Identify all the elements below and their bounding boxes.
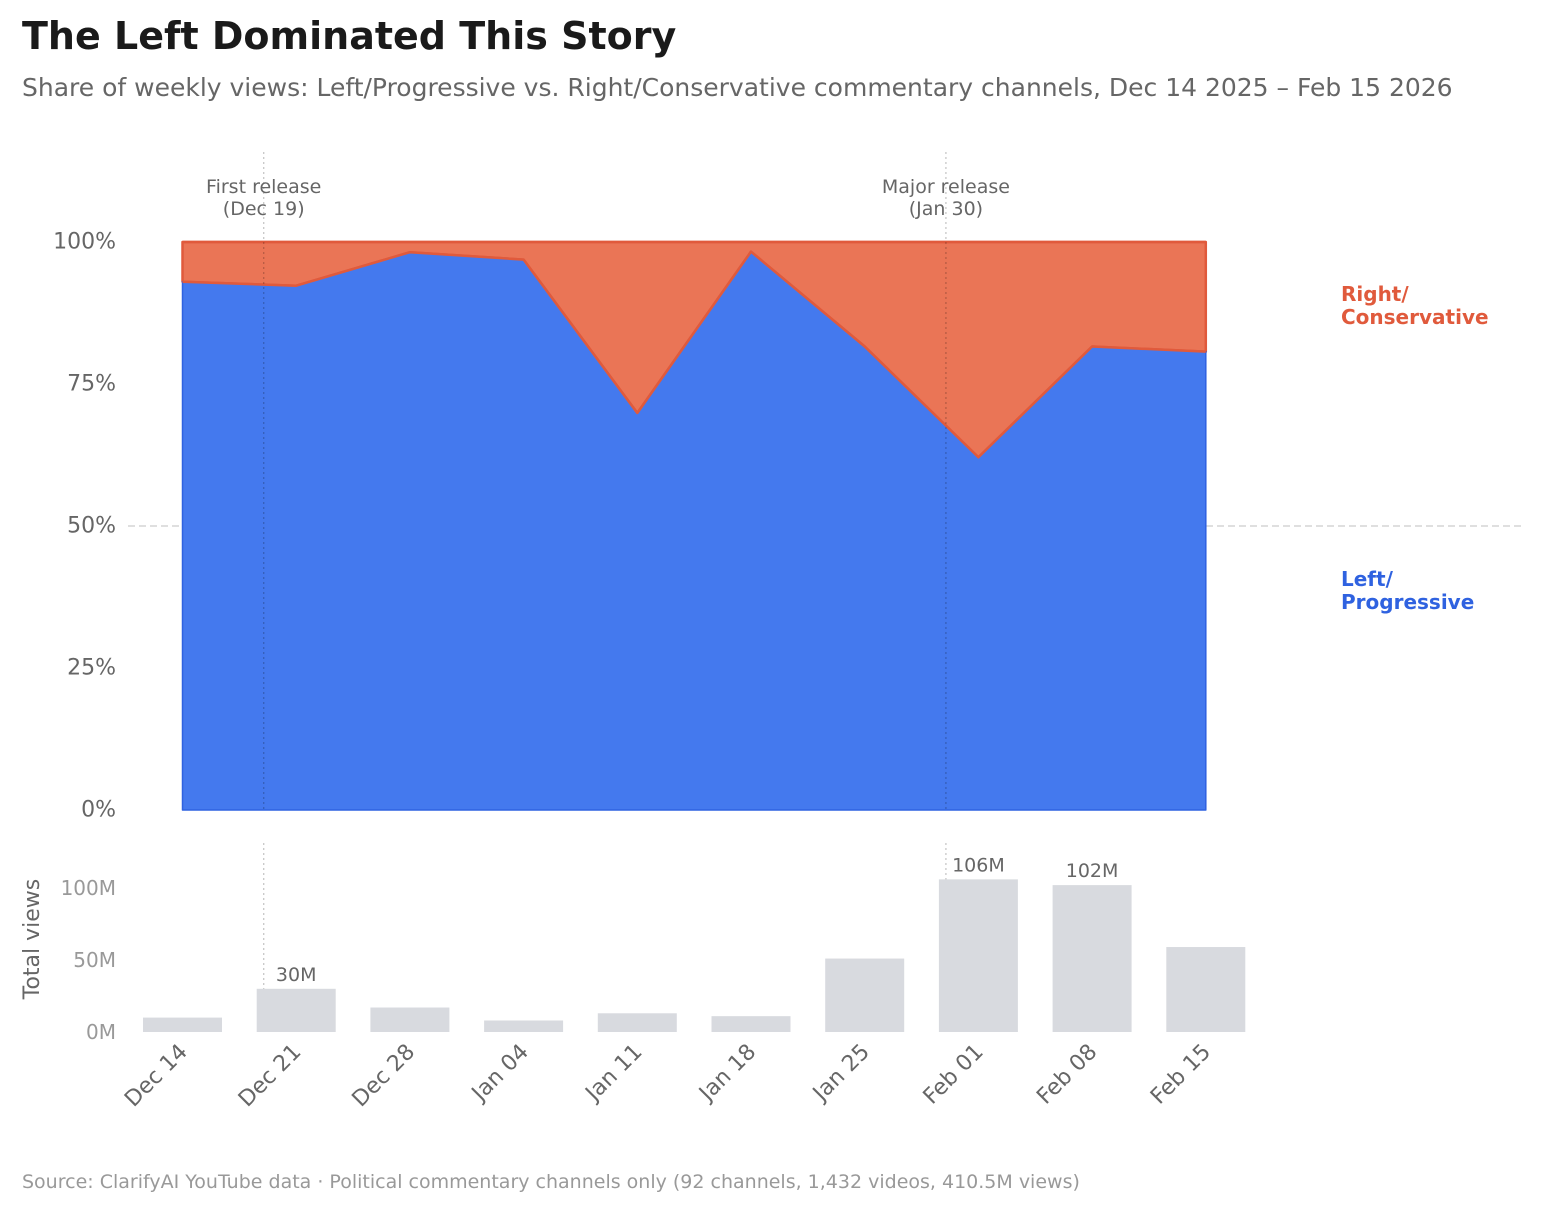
views-bar-dec-21 (256, 988, 336, 1032)
chart-subtitle: Share of weekly views: Left/Progressive … (22, 73, 1453, 102)
views-bar-dec-28 (370, 1007, 450, 1032)
chart-title: The Left Dominated This Story (22, 14, 677, 58)
bar-y-tick-label-50: 50M (73, 948, 116, 972)
week-x-axis: Dec 14 Dec 21 Dec 28 Jan 04 Jan 11 Jan 18 Jan … (120, 1040, 1216, 1113)
views-bar-feb-08 (1052, 885, 1132, 1032)
share-y-axis: 0% 25% 50% 75% 100% (53, 230, 116, 823)
bar-y-axis-label: Total views (20, 879, 45, 1001)
views-bar-chart: 30M 106M 102M 0M 50M 100M Total views (20, 854, 1246, 1044)
bar-data-label-feb-08: 102M (1066, 860, 1119, 882)
right-conservative-label-line-1: Right/ (1341, 282, 1409, 306)
views-bar-jan-04 (484, 1020, 564, 1032)
bar-data-label-feb-01: 106M (952, 854, 1005, 876)
series-labels: Right/Conservative Left/Progressive (1341, 282, 1489, 614)
series-boundary-line (182, 250, 1206, 459)
x-tick-label-jan-25: Jan 25 (807, 1040, 875, 1108)
x-tick-label-dec-28: Dec 28 (348, 1040, 421, 1113)
x-tick-label-dec-21: Dec 21 (234, 1040, 307, 1113)
left-progressive-label-line-2: Progressive (1341, 590, 1474, 614)
y-tick-label-75: 75% (67, 372, 116, 397)
y-tick-label-0: 0% (81, 798, 116, 823)
views-bar-jan-11 (597, 1013, 677, 1032)
y-tick-label-100: 100% (53, 230, 116, 255)
views-bar-jan-18 (711, 1016, 791, 1032)
y-tick-label-50: 50% (67, 514, 116, 539)
major-release-annotation-line-2: (Jan 30) (909, 198, 983, 220)
x-tick-label-jan-04: Jan 04 (466, 1040, 534, 1108)
release-markers: First release(Dec 19) Major release(Jan 3… (206, 152, 1010, 1032)
bar-data-label-dec-21: 30M (276, 964, 317, 986)
first-release-annotation-line-2: (Dec 19) (223, 198, 305, 220)
major-release-annotation-line-1: Major release (882, 176, 1010, 198)
x-tick-label-jan-11: Jan 11 (580, 1040, 648, 1108)
first-release-annotation-line-1: First release (206, 176, 321, 198)
left-progressive-label-line-1: Left/ (1341, 567, 1394, 591)
x-tick-label-jan-18: Jan 18 (693, 1040, 761, 1108)
y-tick-label-25: 25% (67, 656, 116, 681)
x-tick-label-feb-08: Feb 08 (1032, 1040, 1102, 1110)
x-tick-label-feb-01: Feb 01 (919, 1040, 989, 1110)
right-conservative-label-line-2: Conservative (1341, 305, 1489, 329)
views-bar-feb-15 (1166, 947, 1246, 1032)
x-tick-label-feb-15: Feb 15 (1146, 1040, 1216, 1110)
share-area-chart (181, 240, 1208, 811)
views-bar-dec-14 (143, 1017, 222, 1032)
bar-y-tick-label-100: 100M (61, 876, 116, 900)
source-note: Source: ClarifyAI YouTube data · Politic… (22, 1171, 1080, 1193)
bar-y-tick-label-0: 0M (86, 1020, 116, 1044)
views-bar-feb-01 (938, 879, 1018, 1032)
x-tick-label-dec-14: Dec 14 (120, 1040, 193, 1113)
views-bar-jan-25 (825, 958, 905, 1032)
